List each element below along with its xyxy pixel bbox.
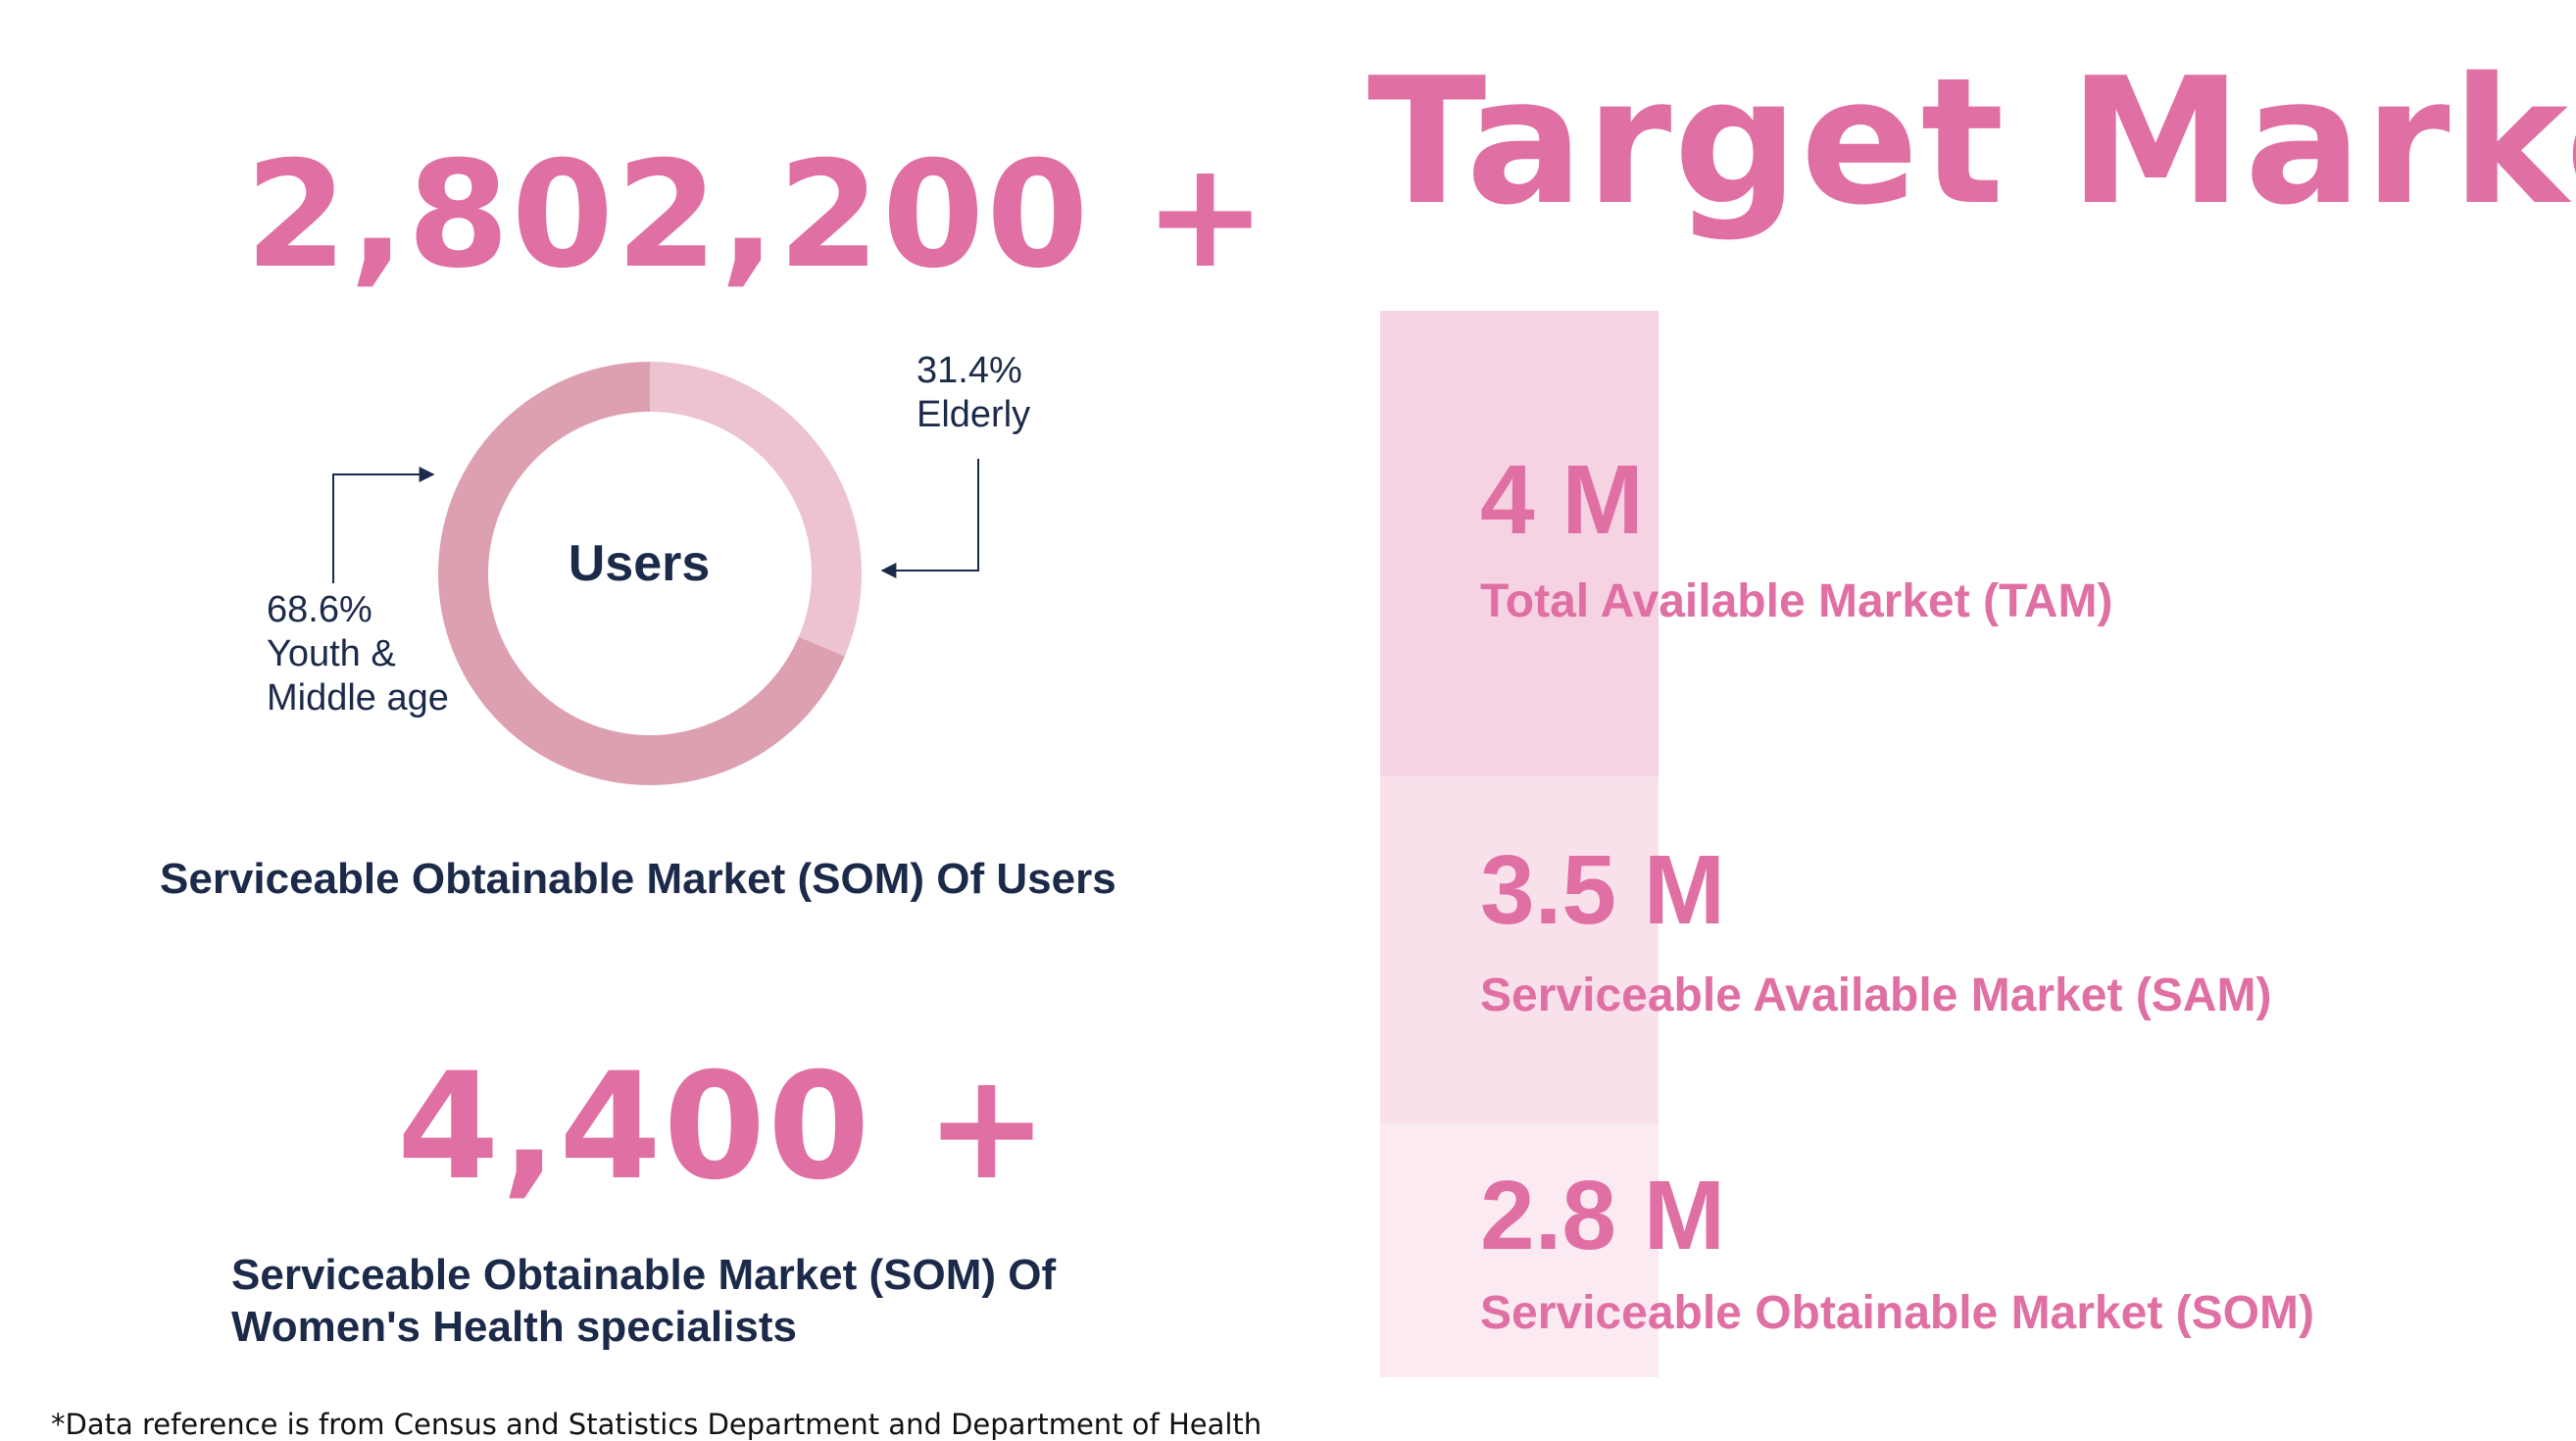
specialists-som-caption: Serviceable Obtainable Market (SOM) Of W… xyxy=(231,1249,1056,1353)
specialists-caption-line2: Women's Health specialists xyxy=(231,1303,797,1351)
sam-value: 3.5 M xyxy=(1480,835,1726,945)
users-som-caption: Serviceable Obtainable Market (SOM) Of U… xyxy=(160,855,1116,903)
donut-center-label: Users xyxy=(568,535,711,592)
slice-value-youth: 68.6% xyxy=(267,589,372,630)
page-title: Target Market xyxy=(1367,40,2576,243)
tam-value: 4 M xyxy=(1480,445,1644,555)
som-label: Serviceable Obtainable Market (SOM) xyxy=(1480,1287,2314,1339)
sam-band xyxy=(1380,776,1659,1124)
tam-label: Total Available Market (TAM) xyxy=(1480,575,2113,627)
slice-value-elderly: 31.4% xyxy=(916,350,1022,391)
slice-label-youth: 68.6% Youth & Middle age xyxy=(267,588,463,720)
leader-line-youth xyxy=(332,467,435,583)
sam-label: Serviceable Available Market (SAM) xyxy=(1480,969,2272,1021)
slice-name-elderly: Elderly xyxy=(916,394,1031,435)
som-value: 2.8 M xyxy=(1480,1161,1726,1270)
leader-line-elderly xyxy=(880,459,979,578)
users-total: 2,802,200 + xyxy=(245,130,1269,301)
som-band xyxy=(1380,1124,1659,1377)
tam-band xyxy=(1380,311,1659,776)
slice-label-elderly: 31.4% Elderly xyxy=(916,349,1030,437)
donut-slice-elderly xyxy=(650,362,862,657)
specialists-caption-line1: Serviceable Obtainable Market (SOM) Of xyxy=(231,1251,1057,1299)
slice-name-youth: Youth & Middle age xyxy=(267,633,449,719)
specialists-total: 4,400 + xyxy=(397,1042,1051,1213)
data-source-footnote: *Data reference is from Census and Stati… xyxy=(51,1408,1263,1441)
